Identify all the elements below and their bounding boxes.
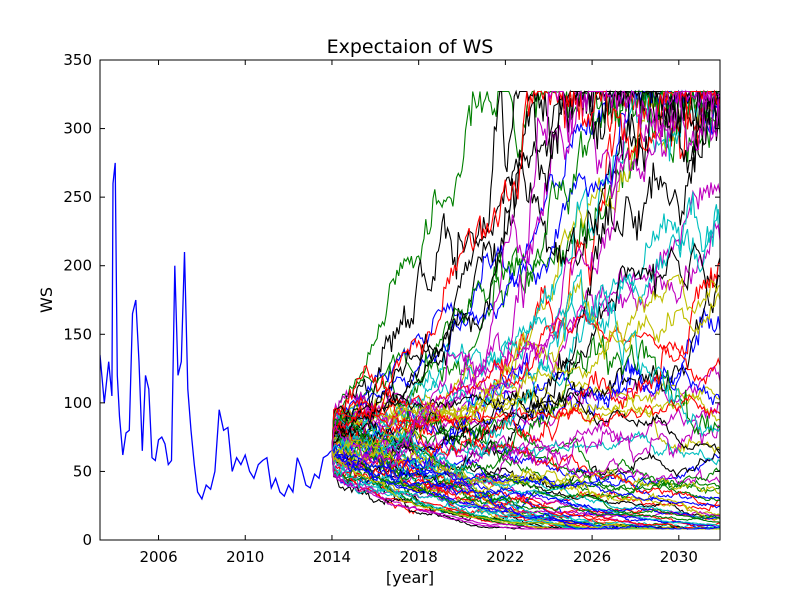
axis-ticks: 2006 2010 2014 2018 2022 2026 2030 0 50 100 150 200… [63,51,720,566]
x-tick-label: 2030 [660,548,698,566]
chart-title: Expectaion of WS [327,36,494,58]
x-tick-label: 2006 [139,548,177,566]
simulation-line [331,89,720,468]
x-tick-label: 2018 [400,548,438,566]
simulation-line [331,313,720,451]
simulation-line [331,262,720,458]
simulation-line [331,269,720,476]
simulation-line [331,450,720,509]
simulation-line [331,394,720,451]
simulation-line [331,442,720,530]
y-tick-label: 200 [63,257,92,275]
simulation-line [331,392,720,452]
simulation-line [331,89,720,451]
plot-frame [99,59,721,541]
simulation-line [331,89,720,451]
plot-lines [100,89,720,530]
simulation-line [331,411,720,527]
simulation-line [331,274,720,457]
simulation-line [331,277,720,468]
simulation-line [331,89,720,480]
x-tick-label: 2010 [226,548,264,566]
simulation-line [331,257,720,481]
simulation-line [331,89,720,452]
simulation-line [331,450,720,521]
simulation-line [331,191,720,451]
simulation-line [331,450,720,530]
y-tick-label: 50 [73,462,92,480]
y-tick-label: 100 [63,394,92,412]
y-tick-label: 250 [63,188,92,206]
x-tick-label: 2026 [573,548,611,566]
x-axis-title: [year] [386,568,434,587]
x-tick-label: 2014 [313,548,351,566]
y-tick-label: 0 [82,531,92,549]
historical-line [100,162,332,501]
simulation-line [331,89,720,451]
y-axis-title: WS [37,287,56,313]
simulation-line [331,450,720,523]
simulation-line [331,389,720,486]
y-tick-label: 300 [63,120,92,138]
y-tick-label: 150 [63,325,92,343]
y-tick-label: 350 [63,51,92,69]
x-tick-label: 2022 [486,548,524,566]
simulation-line [331,391,720,489]
